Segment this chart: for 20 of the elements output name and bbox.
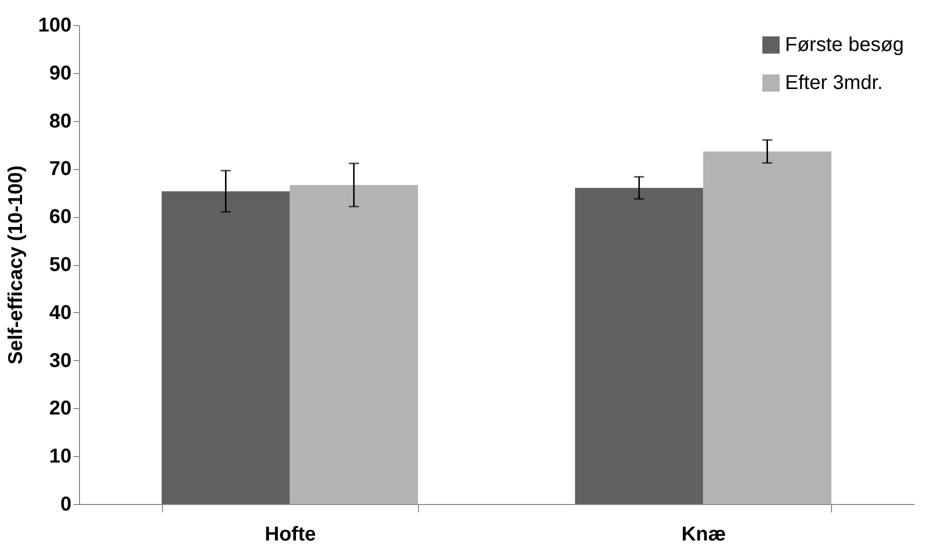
y-tick-label: 100 [38,14,72,36]
x-tick-label: Hofte [264,524,316,546]
bar [290,184,418,504]
legend-label: Efter 3mdr. [785,72,883,94]
bar [575,188,704,504]
y-tick-label: 80 [49,110,72,132]
y-tick-label: 70 [49,158,72,180]
y-tick-label: 20 [49,398,72,420]
y-tick-label: 90 [49,62,72,84]
x-tick-label: Knæ [681,524,726,546]
y-tick-label: 50 [49,254,72,276]
y-axis-title: Self-efficacy (10-100) [5,166,28,364]
y-tick-label: 30 [49,350,72,372]
bar [703,151,832,504]
y-tick-label: 0 [60,494,72,516]
y-tick-label: 40 [49,302,72,324]
bar [162,191,290,504]
y-tick-label: 10 [49,446,72,468]
y-tick-label: 60 [49,206,72,228]
legend-label: Første besøg [785,34,904,56]
